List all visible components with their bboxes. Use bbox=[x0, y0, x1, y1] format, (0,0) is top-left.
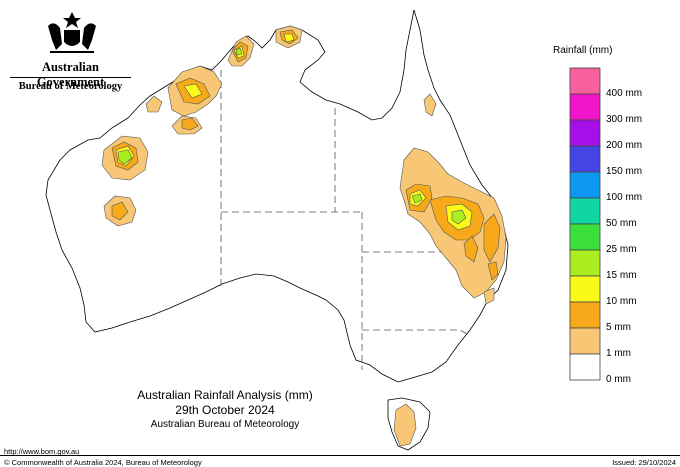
government-name: Australian Government bbox=[36, 60, 105, 89]
legend-swatch bbox=[569, 275, 601, 303]
issued-date: Issued: 29/10/2024 bbox=[612, 458, 676, 467]
footer-divider bbox=[0, 455, 680, 456]
rainfall-15-25mm bbox=[117, 47, 467, 225]
legend-swatch bbox=[569, 327, 601, 355]
legend-swatch bbox=[569, 249, 601, 277]
legend-label: 50 mm bbox=[606, 218, 637, 229]
government-logo: Australian Government Bureau of Meteorol… bbox=[8, 10, 133, 95]
legend-label: 25 mm bbox=[606, 244, 637, 255]
map-title: Australian Rainfall Analysis (mm) bbox=[137, 388, 313, 402]
legend-swatches bbox=[569, 67, 601, 381]
legend-label: 150 mm bbox=[606, 166, 643, 177]
legend-swatch bbox=[569, 93, 601, 121]
website-link[interactable]: http://www.bom.gov.au bbox=[4, 447, 80, 456]
legend-label: 15 mm bbox=[606, 270, 637, 281]
legend-label: 400 mm bbox=[606, 88, 643, 99]
map-source: Australian Bureau of Meteorology bbox=[150, 419, 300, 430]
legend-label: 5 mm bbox=[606, 322, 631, 333]
logo-divider bbox=[10, 77, 131, 78]
coat-of-arms-icon bbox=[48, 12, 96, 53]
copyright-text: © Commonwealth of Australia 2024, Bureau… bbox=[4, 458, 202, 467]
legend-swatch bbox=[569, 171, 601, 199]
legend-label: 100 mm bbox=[606, 192, 643, 203]
legend-swatch bbox=[569, 119, 601, 147]
legend-swatch bbox=[569, 145, 601, 173]
legend-swatch bbox=[569, 197, 601, 225]
legend-swatch bbox=[569, 223, 601, 251]
legend-label: 200 mm bbox=[606, 140, 643, 151]
state-borders bbox=[220, 70, 498, 370]
legend-swatch bbox=[569, 353, 601, 381]
map-title-block: Australian Rainfall Analysis (mm) 29th O… bbox=[120, 388, 330, 431]
legend-label: 10 mm bbox=[606, 296, 637, 307]
map-date: 29th October 2024 bbox=[175, 403, 275, 417]
legend-title: Rainfall (mm) bbox=[553, 45, 613, 56]
agency-name: Bureau of Meteorology bbox=[18, 81, 123, 92]
legend-swatch bbox=[569, 67, 601, 95]
legend-label: 300 mm bbox=[606, 114, 643, 125]
legend-label: 1 mm bbox=[606, 348, 631, 359]
legend-swatch bbox=[569, 301, 601, 329]
legend-label: 0 mm bbox=[606, 374, 631, 385]
